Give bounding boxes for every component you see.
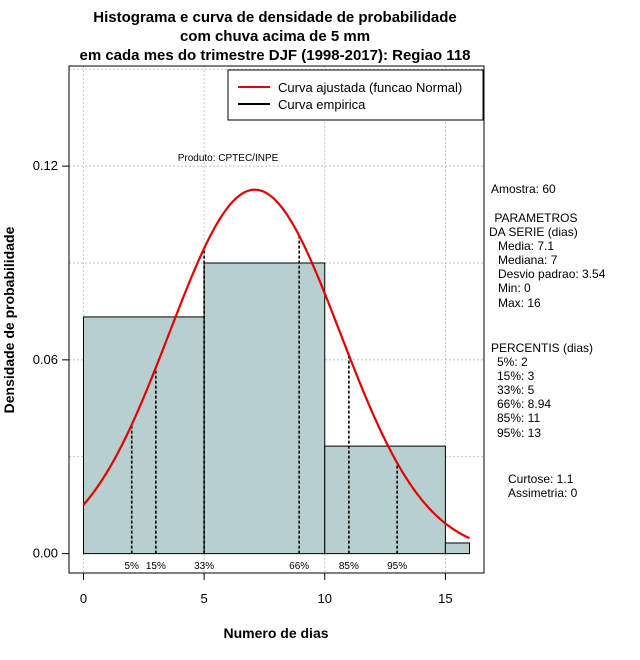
histogram-bar-0 <box>82 316 205 555</box>
percentil-95: 95%: 13 <box>497 426 541 440</box>
histogram-bars <box>82 262 471 555</box>
param-min: Min: 0 <box>498 281 531 295</box>
histogram-bar-2 <box>324 445 446 555</box>
param-mean: Media: 7.1 <box>498 239 554 253</box>
params-title: PARAMETROS <box>491 211 577 225</box>
percentile-label-0: 5% <box>125 561 140 572</box>
percentile-label-4: 85% <box>339 561 359 572</box>
percentil-66: 66%: 8.94 <box>497 397 551 411</box>
param-sd: Desvio padrao: 3.54 <box>498 267 606 281</box>
params-subtitle: DA SERIE (dias) <box>489 225 578 239</box>
legend-label-fit: Curva ajustada (funcao Normal) <box>278 80 462 95</box>
param-median: Mediana: 7 <box>498 253 558 267</box>
param-max: Max: 16 <box>498 296 541 310</box>
percentile-label-5: 95% <box>387 561 407 572</box>
y-tick-label-1: 0.06 <box>33 352 58 367</box>
x-tick-label-1: 5 <box>200 591 207 606</box>
chart-title-line-1: Histograma e curva de densidade de proba… <box>93 9 456 26</box>
chart-title-line-2: com chuva acima de 5 mm <box>180 28 370 45</box>
y-axis-title: Densidade de probabilidade <box>1 226 17 413</box>
percentil-15: 15%: 3 <box>497 369 535 383</box>
product-annotation: Produto: CPTEC/INPE <box>178 153 279 164</box>
x-axis-title: Numero de dias <box>223 625 328 641</box>
percentile-label-3: 66% <box>289 561 309 572</box>
percentil-85: 85%: 11 <box>497 411 540 425</box>
side-panel: Amostra: 60 PARAMETROS DA SERIE (dias) M… <box>489 182 606 500</box>
x-axis: 0 5 10 15 <box>80 572 453 606</box>
percentile-label-2: 33% <box>194 561 214 572</box>
normal-fit-curve <box>82 188 470 540</box>
percentile-label-1: 15% <box>146 561 166 572</box>
legend: Curva ajustada (funcao Normal) Curva emp… <box>227 69 484 121</box>
percentil-33: 33%: 5 <box>497 383 535 397</box>
percentil-5: 5%: 2 <box>497 355 528 369</box>
skewness: Assimetria: 0 <box>508 486 578 500</box>
legend-box <box>227 69 484 121</box>
x-tick-label-2: 10 <box>318 591 332 606</box>
x-tick-label-3: 15 <box>438 591 452 606</box>
y-axis: 0.00 0.06 0.12 <box>33 158 70 561</box>
kurtosis: Curtose: 1.1 <box>508 472 574 486</box>
x-tick-label-0: 0 <box>80 591 87 606</box>
chart-title-line-3: em cada mes do trimestre DJF (1998-2017)… <box>79 47 470 64</box>
percentis-title: PERCENTIS (dias) <box>491 341 593 355</box>
histogram-bar-1 <box>203 262 326 555</box>
histogram-bar-3 <box>444 542 471 555</box>
percentile-lines: 5% 15% 33% 66% 85% 95% <box>125 235 407 572</box>
y-tick-label-2: 0.12 <box>33 158 58 173</box>
y-tick-label-0: 0.00 <box>33 546 58 561</box>
sample-size: Amostra: 60 <box>491 182 556 196</box>
legend-label-empirical: Curva empirica <box>278 97 366 112</box>
